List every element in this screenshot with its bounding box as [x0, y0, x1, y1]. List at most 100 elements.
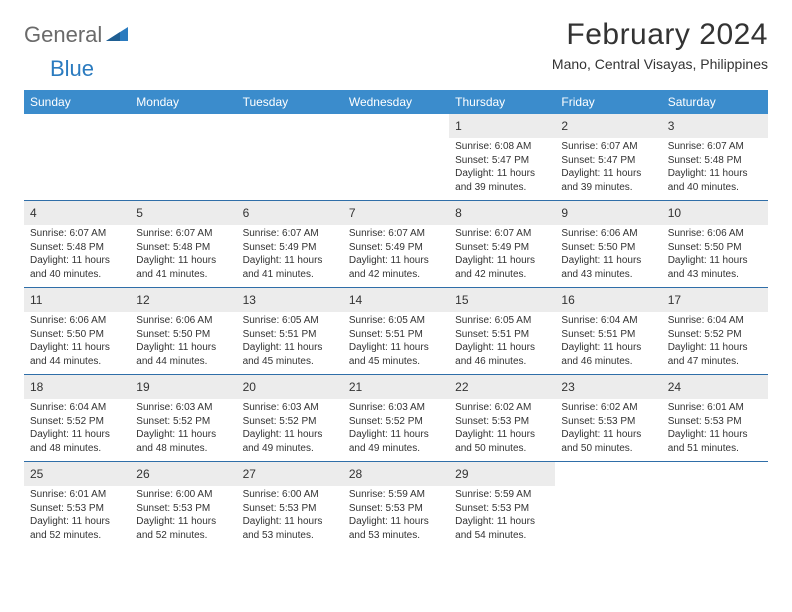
- day-cell-body: Sunrise: 6:07 AMSunset: 5:49 PMDaylight:…: [343, 225, 449, 285]
- sunrise-text: Sunrise: 5:59 AM: [455, 488, 549, 502]
- day-number: 29: [455, 467, 468, 481]
- sunrise-text: Sunrise: 6:03 AM: [243, 401, 337, 415]
- day-cell-body: Sunrise: 6:07 AMSunset: 5:49 PMDaylight:…: [237, 225, 343, 285]
- day-cell-body: Sunrise: 6:07 AMSunset: 5:48 PMDaylight:…: [24, 225, 130, 285]
- day-number: 18: [30, 380, 43, 394]
- daylight-text: Daylight: 11 hours and 44 minutes.: [136, 341, 230, 368]
- day-number: 11: [30, 293, 42, 307]
- daylight-text: Daylight: 11 hours and 39 minutes.: [455, 167, 549, 194]
- day-number: 6: [243, 206, 250, 220]
- day-cell-body: Sunrise: 6:07 AMSunset: 5:48 PMDaylight:…: [662, 138, 768, 198]
- day-cell-body: Sunrise: 6:05 AMSunset: 5:51 PMDaylight:…: [449, 312, 555, 372]
- daylight-text: Daylight: 11 hours and 39 minutes.: [561, 167, 655, 194]
- daylight-text: Daylight: 11 hours and 54 minutes.: [455, 515, 549, 542]
- sunset-text: Sunset: 5:52 PM: [30, 415, 124, 429]
- daylight-text: Daylight: 11 hours and 46 minutes.: [455, 341, 549, 368]
- sunset-text: Sunset: 5:53 PM: [455, 502, 549, 516]
- day-cell: 1Sunrise: 6:08 AMSunset: 5:47 PMDaylight…: [449, 114, 555, 200]
- day-number-row: 20: [237, 375, 343, 399]
- title-block: February 2024 Mano, Central Visayas, Phi…: [552, 18, 768, 72]
- day-cell-body: Sunrise: 6:06 AMSunset: 5:50 PMDaylight:…: [662, 225, 768, 285]
- daylight-text: Daylight: 11 hours and 53 minutes.: [243, 515, 337, 542]
- day-cell-body: Sunrise: 5:59 AMSunset: 5:53 PMDaylight:…: [449, 486, 555, 546]
- day-cell-body: Sunrise: 6:03 AMSunset: 5:52 PMDaylight:…: [343, 399, 449, 459]
- daylight-text: Daylight: 11 hours and 48 minutes.: [30, 428, 124, 455]
- daylight-text: Daylight: 11 hours and 40 minutes.: [30, 254, 124, 281]
- day-number: 3: [668, 119, 675, 133]
- day-cell-body: Sunrise: 6:02 AMSunset: 5:53 PMDaylight:…: [449, 399, 555, 459]
- day-number: 22: [455, 380, 468, 394]
- daylight-text: Daylight: 11 hours and 41 minutes.: [243, 254, 337, 281]
- day-cell: 13Sunrise: 6:05 AMSunset: 5:51 PMDayligh…: [237, 288, 343, 374]
- daylight-text: Daylight: 11 hours and 42 minutes.: [349, 254, 443, 281]
- dow-sunday: Sunday: [24, 90, 130, 114]
- daylight-text: Daylight: 11 hours and 41 minutes.: [136, 254, 230, 281]
- day-number: 2: [561, 119, 568, 133]
- day-number: 15: [455, 293, 468, 307]
- day-number: 13: [243, 293, 256, 307]
- daylight-text: Daylight: 11 hours and 44 minutes.: [30, 341, 124, 368]
- brand-part1: General: [24, 24, 102, 46]
- day-cell-body: Sunrise: 6:04 AMSunset: 5:52 PMDaylight:…: [662, 312, 768, 372]
- day-number-row: 23: [555, 375, 661, 399]
- day-number: 9: [561, 206, 568, 220]
- day-cell: 16 Sunrise: 6:04 AMSunset: 5:51 PMDayligh…: [555, 288, 661, 374]
- day-number: 10: [668, 206, 681, 220]
- dow-saturday: Saturday: [662, 90, 768, 114]
- sunrise-text: Sunrise: 6:03 AM: [349, 401, 443, 415]
- sunset-text: Sunset: 5:53 PM: [561, 415, 655, 429]
- day-number: 16: [561, 293, 574, 307]
- day-cell: 25Sunrise: 6:01 AMSunset: 5:53 PMDayligh…: [24, 462, 130, 548]
- day-cell: 20Sunrise: 6:03 AMSunset: 5:52 PMDayligh…: [237, 375, 343, 461]
- sunset-text: Sunset: 5:51 PM: [349, 328, 443, 342]
- day-cell: 23 Sunrise: 6:02 AMSunset: 5:53 PMDayligh…: [555, 375, 661, 461]
- sunset-text: Sunset: 5:52 PM: [668, 328, 762, 342]
- day-cell-body: Sunrise: 6:04 AMSunset: 5:51 PMDaylight:…: [555, 312, 661, 372]
- day-cell-body: [662, 468, 768, 474]
- day-number-row: 6: [237, 201, 343, 225]
- sunrise-text: Sunrise: 6:07 AM: [243, 227, 337, 241]
- day-cell: 28Sunrise: 5:59 AMSunset: 5:53 PMDayligh…: [343, 462, 449, 548]
- sunset-text: Sunset: 5:53 PM: [668, 415, 762, 429]
- daylight-text: Daylight: 11 hours and 49 minutes.: [243, 428, 337, 455]
- daylight-text: Daylight: 11 hours and 45 minutes.: [243, 341, 337, 368]
- brand-triangle-icon: [106, 25, 128, 46]
- dow-thursday: Thursday: [449, 90, 555, 114]
- day-number-row: 3: [662, 114, 768, 138]
- day-number: 23: [561, 380, 574, 394]
- brand-part2: Blue: [50, 58, 94, 80]
- sunrise-text: Sunrise: 6:06 AM: [136, 314, 230, 328]
- day-number: 5: [136, 206, 143, 220]
- sunrise-text: Sunrise: 6:06 AM: [30, 314, 124, 328]
- day-number-row: 4: [24, 201, 130, 225]
- day-number-row: 13: [237, 288, 343, 312]
- sunset-text: Sunset: 5:49 PM: [455, 241, 549, 255]
- day-cell-body: [237, 120, 343, 126]
- daylight-text: Daylight: 11 hours and 51 minutes.: [668, 428, 762, 455]
- sunset-text: Sunset: 5:49 PM: [243, 241, 337, 255]
- day-cell: 8Sunrise: 6:07 AMSunset: 5:49 PMDaylight…: [449, 201, 555, 287]
- day-cell: 6 Sunrise: 6:07 AMSunset: 5:49 PMDaylight…: [237, 201, 343, 287]
- day-cell-body: Sunrise: 6:08 AMSunset: 5:47 PMDaylight:…: [449, 138, 555, 198]
- dow-monday: Monday: [130, 90, 236, 114]
- sunset-text: Sunset: 5:53 PM: [455, 415, 549, 429]
- day-cell: 24Sunrise: 6:01 AMSunset: 5:53 PMDayligh…: [662, 375, 768, 461]
- sunset-text: Sunset: 5:53 PM: [136, 502, 230, 516]
- day-cell-body: Sunrise: 6:07 AMSunset: 5:49 PMDaylight:…: [449, 225, 555, 285]
- sunrise-text: Sunrise: 6:04 AM: [668, 314, 762, 328]
- day-number: 26: [136, 467, 149, 481]
- sunrise-text: Sunrise: 6:04 AM: [561, 314, 655, 328]
- day-number: 20: [243, 380, 256, 394]
- day-cell: 14Sunrise: 6:05 AMSunset: 5:51 PMDayligh…: [343, 288, 449, 374]
- sunset-text: Sunset: 5:52 PM: [136, 415, 230, 429]
- sunrise-text: Sunrise: 6:07 AM: [349, 227, 443, 241]
- sunrise-text: Sunrise: 6:01 AM: [668, 401, 762, 415]
- day-number-row: 29: [449, 462, 555, 486]
- day-cell-body: Sunrise: 6:02 AMSunset: 5:53 PMDaylight:…: [555, 399, 661, 459]
- day-number-row: 15: [449, 288, 555, 312]
- day-number-row: 1: [449, 114, 555, 138]
- week-row: 1Sunrise: 6:08 AMSunset: 5:47 PMDaylight…: [24, 114, 768, 200]
- brand-logo: General: [24, 24, 130, 46]
- day-number-row: 2: [555, 114, 661, 138]
- day-cell: 27Sunrise: 6:00 AMSunset: 5:53 PMDayligh…: [237, 462, 343, 548]
